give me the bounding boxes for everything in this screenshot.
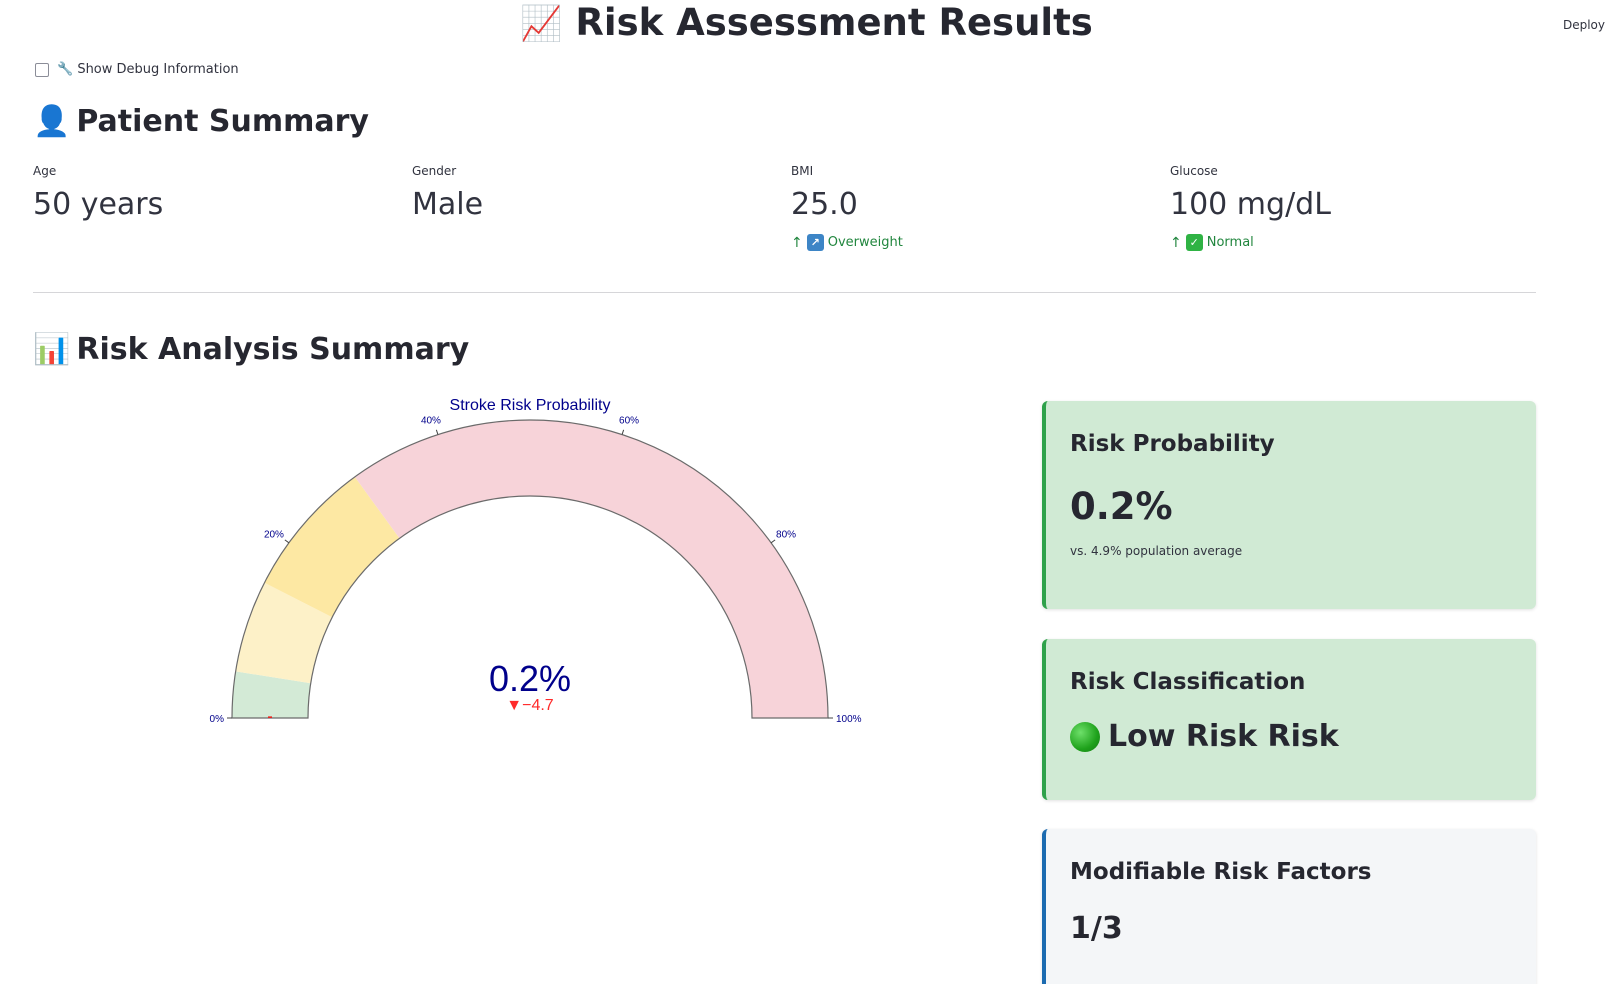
card-title: Modifiable Risk Factors — [1070, 859, 1372, 885]
gauge-tick-label-0: 0% — [210, 714, 225, 725]
risk-summary-title: Risk Analysis Summary — [76, 332, 470, 367]
metric-label: Age — [33, 164, 57, 178]
debug-toggle-row[interactable]: 🔧 Show Debug Information — [35, 62, 239, 77]
gauge-title: Stroke Risk Probability — [450, 397, 611, 414]
risk-summary-heading: 📊 Risk Analysis Summary — [33, 332, 469, 367]
metric-gender: Gender Male — [412, 164, 772, 224]
gauge-tick-3 — [621, 429, 625, 435]
page-title-text: Risk Assessment Results — [575, 1, 1093, 44]
person-silhouette-icon: 👤 — [33, 104, 71, 139]
arrow-up-right-icon: ↗ — [806, 234, 824, 251]
gauge-value-label: 0.2% — [489, 658, 571, 699]
metric-value: Male — [412, 187, 484, 222]
gauge-step-3 — [354, 420, 828, 718]
stroke-risk-gauge: 0% 20% 40% 60% 80% 100% Stroke Risk Probabilit… — [180, 388, 900, 738]
gauge-chart: 0% 20% 40% 60% 80% 100% Stroke Risk Probabilit… — [210, 397, 862, 725]
page-title: 📈 Risk Assessment Results — [0, 0, 1613, 48]
metric-label: BMI — [791, 164, 814, 178]
green-circle-icon — [1070, 721, 1100, 752]
gauge-tick-label-4: 80% — [776, 529, 796, 540]
gauge-tick-1 — [284, 539, 290, 544]
gauge-step-2 — [264, 476, 400, 618]
metric-delta-text: Normal — [1206, 235, 1254, 250]
check-mark-icon: ✓ — [1185, 234, 1203, 251]
metric-age: Age 50 years — [33, 164, 393, 224]
card-title: Risk Probability — [1070, 431, 1275, 457]
modifiable-risk-factors-card: Modifiable Risk Factors 1/3 — [1042, 829, 1536, 984]
gauge-tick-label-1: 20% — [264, 529, 284, 540]
gauge-step-0 — [232, 671, 311, 718]
metric-bmi: BMI 25.0 ↑ ↗ Overweight — [791, 164, 1151, 251]
arrow-up-icon: ↑ — [791, 234, 803, 251]
metric-label: Gender — [412, 164, 457, 178]
risk-probability-card: Risk Probability 0.2% vs. 4.9% populatio… — [1042, 401, 1536, 609]
deploy-button[interactable]: Deploy — [1562, 18, 1605, 32]
metric-delta: ↑ ↗ Overweight — [791, 234, 1151, 251]
metric-delta: ↑ ✓ Normal — [1170, 234, 1530, 251]
gauge-value-bar — [268, 716, 273, 718]
gauge-tick-label-3: 60% — [619, 415, 639, 426]
debug-label: 🔧 Show Debug Information — [57, 62, 239, 77]
gauge-outline — [231, 419, 829, 719]
arrow-up-icon: ↑ — [1170, 234, 1182, 251]
gauge-tick-label-5: 100% — [836, 714, 862, 725]
card-value: Low Risk Risk — [1108, 719, 1339, 754]
card-value: 1/3 — [1070, 911, 1123, 946]
patient-summary-title: Patient Summary — [76, 104, 369, 139]
card-subtext: vs. 4.9% population average — [1070, 544, 1243, 558]
patient-summary-heading: 👤 Patient Summary — [33, 104, 369, 139]
gauge-tick-4 — [770, 539, 776, 544]
risk-classification-card: Risk Classification Low Risk Risk — [1042, 639, 1536, 800]
metric-delta-text: Overweight — [827, 235, 903, 250]
bar-chart-icon: 📊 — [33, 332, 71, 367]
metric-value: 50 years — [33, 187, 164, 222]
debug-checkbox[interactable] — [35, 62, 49, 77]
card-value: 0.2% — [1070, 485, 1173, 528]
classification-row: Low Risk Risk — [1070, 719, 1512, 754]
metric-glucose: Glucose 100 mg/dL ↑ ✓ Normal — [1170, 164, 1530, 251]
metric-value: 25.0 — [791, 187, 858, 222]
card-title: Risk Classification — [1070, 669, 1306, 695]
metric-label: Glucose — [1170, 164, 1218, 178]
section-divider — [33, 292, 1536, 293]
gauge-tick-2 — [435, 429, 439, 435]
gauge-tick-label-2: 40% — [421, 415, 441, 426]
chart-increasing-icon: 📈 — [520, 4, 563, 44]
gauge-step-1 — [235, 582, 333, 684]
gauge-delta-label: ▼−4.7 — [506, 697, 554, 714]
metric-value: 100 mg/dL — [1170, 187, 1331, 222]
